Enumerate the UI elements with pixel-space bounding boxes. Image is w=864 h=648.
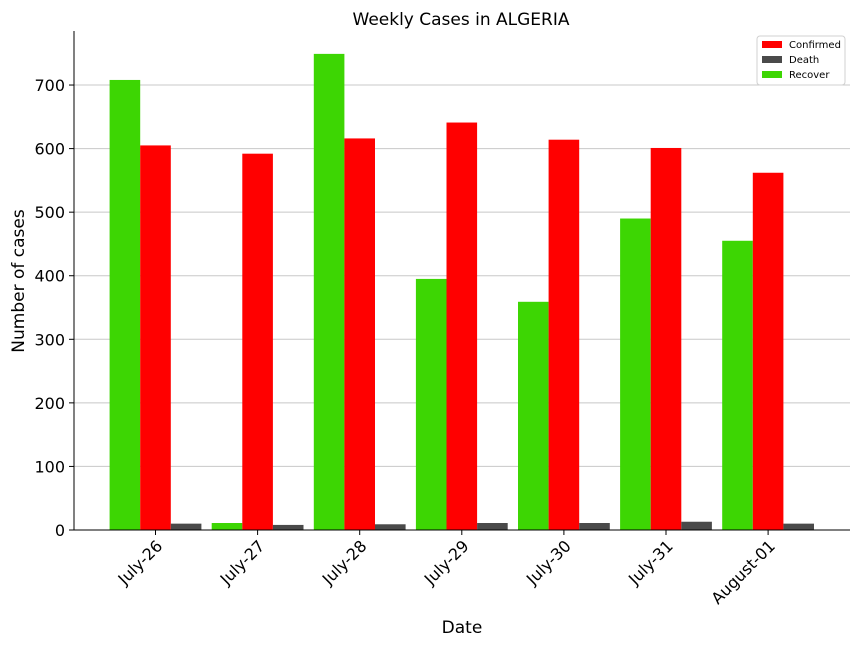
bar-confirmed-july-27 (242, 153, 273, 530)
bar-confirmed-july-31 (650, 147, 682, 530)
y-ticks: 0 100 200 300 400 500 600 700 (34, 76, 74, 540)
legend-swatch-death (762, 56, 782, 63)
x-tick-label: July-30 (522, 536, 575, 589)
bar-confirmed-july-28 (344, 138, 375, 530)
bar-confirmed-july-30 (548, 139, 580, 531)
legend-label-confirmed: Confirmed (789, 40, 841, 51)
legend: Confirmed Death Recover (756, 35, 846, 86)
bar-death-july-27 (272, 524, 304, 530)
bar-recover-august-01 (722, 240, 753, 531)
bar-confirmed-july-29 (446, 122, 478, 530)
y-axis-label: Number of cases (9, 209, 29, 353)
bar-death-july-29 (477, 523, 508, 530)
bar-recover-july-27 (211, 523, 243, 530)
y-tick-label: 600 (34, 140, 65, 159)
y-tick-label: 0 (55, 521, 65, 540)
x-tick-label: July-27 (216, 536, 269, 589)
y-tick-label: 400 (34, 267, 65, 286)
bar-death-july-31 (681, 521, 712, 530)
y-tick-label: 300 (34, 330, 65, 349)
bar-recover-july-31 (620, 218, 651, 531)
legend-swatch-confirmed (762, 41, 782, 48)
x-tick-label: July-29 (420, 536, 473, 589)
y-tick-label: 700 (34, 76, 65, 95)
bar-recover-july-28 (313, 53, 345, 531)
x-ticks: July-26 July-27 July-28 July-29 July-30 July-… (114, 530, 779, 608)
bars (109, 53, 814, 531)
legend-label-recover: Recover (789, 70, 830, 81)
bar-confirmed-july-26 (140, 145, 171, 530)
chart-title: Weekly Cases in ALGERIA (353, 10, 570, 30)
x-tick-label: July-28 (318, 536, 371, 589)
y-tick-label: 200 (34, 394, 65, 413)
y-tick-label: 100 (34, 457, 65, 476)
legend-swatch-recover (762, 71, 782, 78)
bar-recover-july-29 (415, 278, 447, 530)
bar-confirmed-august-01 (752, 172, 784, 530)
bar-death-july-28 (375, 524, 406, 530)
legend-label-death: Death (789, 55, 819, 66)
bar-death-august-01 (783, 523, 814, 530)
x-tick-label: July-26 (114, 536, 167, 589)
x-axis-label: Date (442, 618, 483, 638)
bar-recover-july-30 (518, 301, 549, 530)
bar-death-july-26 (170, 523, 202, 530)
y-tick-label: 500 (34, 203, 65, 222)
x-tick-label: July-31 (624, 536, 677, 589)
bar-recover-july-26 (109, 79, 141, 530)
x-tick-label: August-01 (707, 536, 779, 608)
bar-death-july-30 (579, 523, 610, 530)
